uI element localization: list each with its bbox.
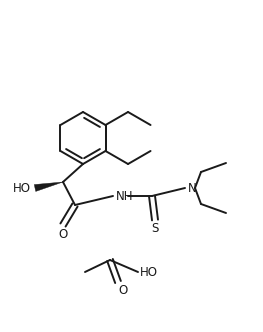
Text: HO: HO [13,182,31,195]
Text: O: O [118,284,128,296]
Text: N: N [188,182,197,195]
Text: O: O [58,227,68,240]
Text: S: S [151,222,159,235]
Text: NH: NH [116,190,134,203]
Polygon shape [34,182,63,192]
Text: HO: HO [140,267,158,280]
